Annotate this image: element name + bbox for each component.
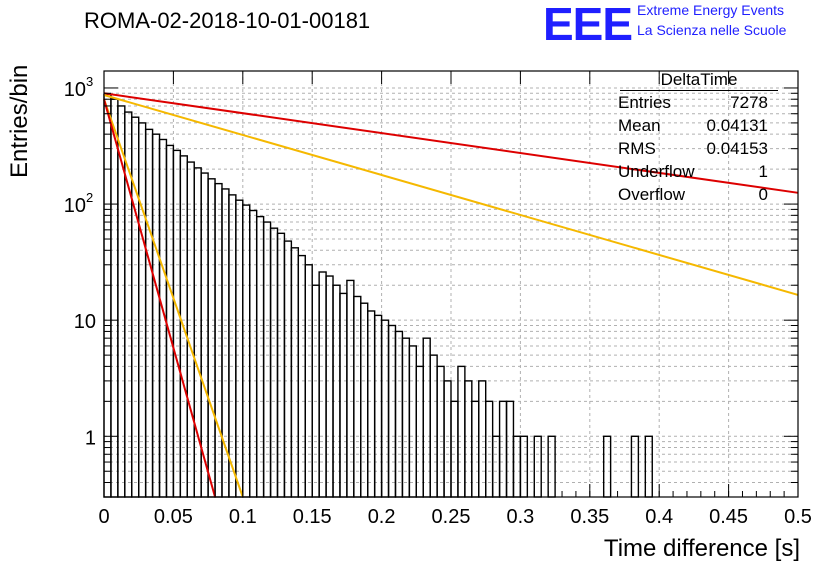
- histogram-bin: [443, 380, 452, 498]
- axes: 0 0.05 0.1 0.15 0.2 0.25 0.3 0.35 0.4 0.45 0.51101…: [64, 70, 812, 528]
- histogram-bin: [186, 161, 195, 498]
- histogram-bin: [360, 302, 369, 498]
- stats-value: 7278: [730, 93, 768, 112]
- histogram-bin: [519, 435, 529, 498]
- x-tick-label: 0.35: [570, 506, 609, 528]
- logo-line2: La Scienza nelle Scuole: [637, 22, 787, 38]
- histogram-bin: [165, 144, 175, 498]
- y-tick-label: 10: [74, 311, 96, 333]
- fit-curve-red: [103, 98, 217, 498]
- histogram-bin: [512, 435, 522, 498]
- histogram-bin: [332, 284, 341, 498]
- histogram-bin: [269, 227, 279, 498]
- x-tick-label: 0.25: [432, 506, 471, 528]
- histogram-bin: [644, 435, 653, 498]
- histogram-bin: [415, 365, 424, 498]
- logo-line1: Extreme Energy Events: [637, 2, 785, 18]
- histogram-bin: [325, 275, 334, 498]
- x-tick-label: 0.4: [645, 506, 673, 528]
- x-tick-label: 0.3: [506, 506, 534, 528]
- histogram-bin: [353, 295, 362, 498]
- histogram-bin: [478, 380, 487, 498]
- stats-row: Underflow 1: [612, 160, 778, 183]
- histogram-bin: [436, 365, 445, 498]
- histogram-bin: [131, 116, 140, 498]
- y-tick-exponent: 3: [86, 74, 93, 89]
- histogram: [103, 93, 653, 498]
- stats-title: DeltaTime: [620, 70, 778, 91]
- histogram-bin: [242, 204, 251, 498]
- histogram-bin: [630, 435, 640, 498]
- histogram-bin: [602, 435, 612, 498]
- histogram-bin: [339, 292, 348, 498]
- y-tick-label: 1: [85, 427, 96, 449]
- stats-row: Entries 7278: [612, 91, 778, 114]
- histogram-bin: [401, 337, 411, 498]
- page-title: ROMA-02-2018-10-01-00181: [84, 8, 371, 33]
- fit-curves: [103, 92, 799, 498]
- histogram-bin: [422, 337, 431, 498]
- histogram-bin: [151, 133, 161, 498]
- histogram-bin: [172, 149, 182, 498]
- histogram-bin: [318, 271, 327, 498]
- stats-label: Overflow: [618, 185, 686, 204]
- histogram-bin: [373, 314, 383, 498]
- stats-value: 1: [758, 162, 768, 181]
- x-tick-label: 0.45: [709, 506, 748, 528]
- histogram-bin: [276, 232, 286, 498]
- stats-label: Entries: [618, 93, 671, 112]
- histogram-bin: [464, 380, 473, 498]
- fit-curve-red: [103, 92, 799, 194]
- x-tick-label: 0.15: [293, 506, 332, 528]
- grid-lines: [103, 71, 799, 498]
- histogram-bin: [367, 310, 376, 498]
- histogram-bin: [346, 279, 355, 498]
- x-tick-label: 0.5: [784, 506, 812, 528]
- eee-logo: EEE: [543, 0, 633, 50]
- stats-value: 0.04153: [706, 139, 768, 158]
- histogram-bin: [214, 182, 223, 498]
- stats-label: Underflow: [618, 162, 695, 181]
- histogram-bin: [457, 365, 466, 498]
- histogram-bin: [255, 215, 265, 498]
- histogram-bin: [297, 254, 306, 498]
- x-tick-label: 0.2: [368, 506, 396, 528]
- y-axis-label: Entries/bin: [6, 64, 33, 178]
- histogram-bin: [394, 330, 404, 498]
- histogram-bin: [429, 354, 438, 498]
- y-tick-label: 10: [64, 79, 86, 101]
- histogram-bin: [110, 98, 119, 498]
- histogram-bin: [235, 199, 244, 498]
- histogram-bin: [283, 240, 293, 498]
- fit-curve-orange: [103, 98, 244, 498]
- histogram-bin: [380, 319, 390, 498]
- histogram-bin: [547, 435, 556, 498]
- stats-label: Mean: [618, 116, 661, 135]
- stats-row: Mean 0.04131: [612, 114, 778, 137]
- y-tick-label: 10: [64, 195, 86, 217]
- x-axis-label: Time difference [s]: [603, 535, 800, 562]
- histogram-bin: [221, 188, 230, 498]
- histogram-bin: [137, 122, 147, 498]
- stats-row: Overflow 0: [612, 183, 778, 206]
- histogram-bin: [311, 284, 320, 498]
- stats-value: 0: [758, 185, 768, 204]
- x-tick-label: 0.05: [154, 506, 193, 528]
- stats-value: 0.04131: [706, 116, 768, 135]
- y-tick-exponent: 2: [86, 190, 93, 205]
- histogram-bin: [533, 435, 542, 498]
- x-tick-label: 0: [98, 506, 109, 528]
- stats-box: DeltaTime Entries 7278 Mean 0.04131 RMS …: [612, 70, 778, 206]
- histogram-bin: [491, 435, 501, 498]
- histogram-bin: [408, 345, 417, 498]
- stats-row: RMS 0.04153: [612, 137, 778, 160]
- fit-curve-orange: [103, 94, 799, 296]
- x-tick-label: 0.1: [229, 506, 257, 528]
- stats-label: RMS: [618, 139, 656, 158]
- histogram-bin: [262, 221, 272, 498]
